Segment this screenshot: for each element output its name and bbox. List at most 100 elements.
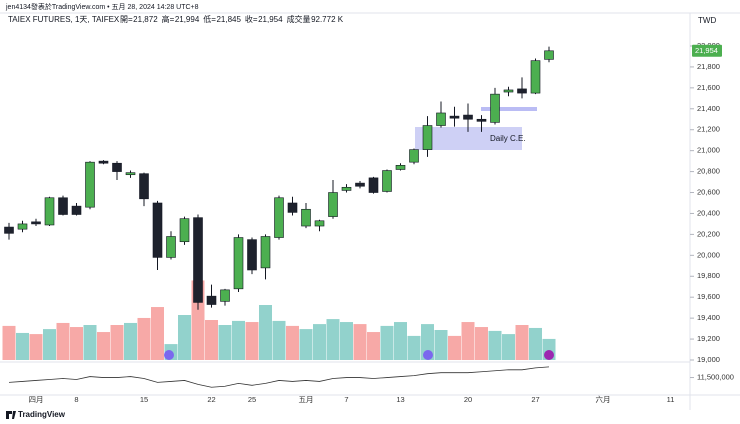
- candle-body: [31, 221, 41, 225]
- volume-bar: [502, 334, 515, 360]
- event-icon: [164, 350, 174, 360]
- candle-body: [71, 205, 82, 215]
- x-tick-label: 五月: [299, 395, 314, 404]
- volume-bar: [29, 334, 43, 360]
- volume-bar: [205, 320, 218, 360]
- candle-body: [476, 118, 487, 122]
- x-tick-label: 7: [344, 395, 348, 404]
- candle-body: [179, 218, 190, 243]
- volume-bar: [407, 335, 421, 360]
- last-price-label: 21,954: [695, 46, 718, 55]
- y-tick-label: 20,800: [697, 167, 720, 176]
- x-tick-label: 22: [207, 395, 215, 404]
- volume-bar: [43, 329, 56, 360]
- volume-bar: [137, 317, 151, 360]
- y-tick-label: 20,200: [697, 229, 720, 238]
- candle-body: [490, 93, 500, 123]
- candle-body: [85, 161, 95, 208]
- volume-bar: [245, 322, 259, 360]
- volume-bar: [272, 320, 286, 360]
- candle-body: [436, 112, 446, 126]
- readout-value: 21,872: [133, 15, 158, 24]
- volume-bar: [259, 305, 272, 360]
- ohlc-readout: 開= 21,872 高= 21,994 低= 21,845 收= 21,954 成交量 92.77…: [120, 14, 344, 24]
- volume-bar: [367, 332, 380, 360]
- x-tick-label: 20: [464, 395, 472, 404]
- volume-bar: [299, 329, 313, 360]
- x-tick-label: 15: [140, 395, 148, 404]
- y-tick-label: 20,600: [697, 188, 720, 197]
- candle-body: [274, 197, 284, 238]
- candle-body: [368, 177, 379, 193]
- volume-bar: [340, 322, 353, 360]
- candle-body: [530, 60, 541, 94]
- candle-body: [517, 88, 527, 94]
- readout-label: 收=: [245, 14, 258, 24]
- volume-bar: [313, 324, 326, 360]
- y-tick-label: 20,400: [697, 208, 720, 217]
- candle-body: [58, 197, 68, 215]
- readout-value: 21,994: [175, 15, 200, 24]
- x-tick-label: 13: [396, 395, 404, 404]
- candle-body: [139, 173, 149, 200]
- volume-bar: [488, 330, 502, 360]
- candle-body: [247, 239, 257, 271]
- volume-bar: [56, 322, 70, 360]
- volume-bar: [97, 332, 110, 360]
- y-tick-label: 21,400: [697, 104, 720, 113]
- candle-body: [98, 160, 109, 164]
- readout-label: 成交量: [287, 14, 311, 24]
- x-tick-label: 四月: [29, 395, 44, 404]
- readout-value: 92.772 K: [311, 15, 344, 24]
- candle-body: [503, 89, 514, 93]
- volume-bar: [394, 322, 407, 360]
- candle-body: [260, 236, 271, 269]
- y-tick-label: 21,800: [697, 62, 720, 71]
- y-tick-label: 19,200: [697, 334, 720, 343]
- candle-body: [112, 162, 122, 172]
- volume-bar: [326, 319, 340, 360]
- volume-bar: [2, 325, 16, 360]
- candle-body: [314, 220, 325, 227]
- volume-bar: [448, 335, 461, 360]
- readout-value: 21,954: [258, 15, 283, 24]
- candle-body: [287, 202, 298, 213]
- volume-bar: [475, 327, 488, 360]
- candle-body: [220, 289, 230, 302]
- candle-body: [233, 237, 244, 290]
- volume-bar: [461, 322, 475, 360]
- y-tick-label: 20,000: [697, 250, 720, 259]
- annotation: Daily C.E.: [490, 134, 526, 143]
- volume-bar: [218, 325, 232, 360]
- y-tick-label: 19,800: [697, 271, 720, 280]
- volume-bar: [16, 332, 29, 360]
- y-tick-label: 21,200: [697, 125, 720, 134]
- volume-bar: [83, 325, 97, 360]
- candle-body: [395, 165, 406, 170]
- candle-body: [463, 114, 473, 120]
- candle-body: [206, 295, 217, 305]
- y-tick-label: 19,400: [697, 313, 720, 322]
- volume-bar: [353, 324, 367, 360]
- volume-bar: [529, 327, 542, 360]
- event-icons: [164, 350, 554, 360]
- y-tick-label: 19,600: [697, 292, 720, 301]
- readout-value: 21,845: [216, 15, 241, 24]
- zone-box: [415, 127, 522, 150]
- x-tick-label: 11: [667, 395, 675, 404]
- candle-body: [4, 226, 14, 234]
- event-icon: [544, 350, 554, 360]
- candle-body: [422, 125, 433, 150]
- x-tick-label: 8: [74, 395, 78, 404]
- candle-body: [382, 170, 392, 192]
- volume-bar: [124, 322, 137, 360]
- x-tick-label: 25: [248, 395, 256, 404]
- candle-body: [328, 192, 338, 217]
- logo-icon: [6, 411, 16, 419]
- candle-body: [44, 197, 55, 226]
- readout-label: 低=: [203, 14, 216, 24]
- volume-bar: [178, 315, 191, 360]
- readout-label: 高=: [162, 14, 175, 24]
